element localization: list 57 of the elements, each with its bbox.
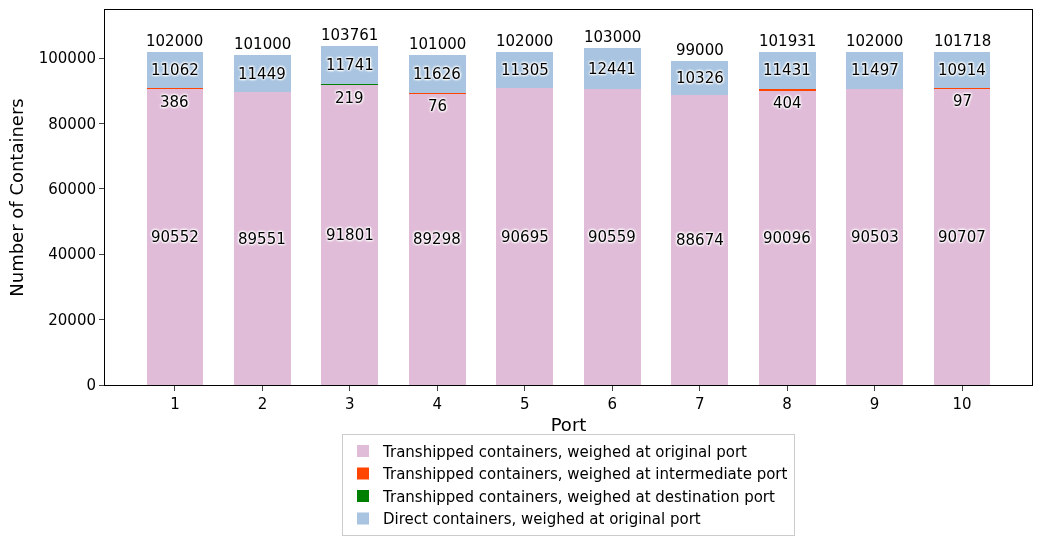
data-label: 90096	[763, 229, 811, 247]
data-label: 90707	[938, 228, 986, 246]
x-tick-label: 7	[694, 395, 705, 413]
data-label: 90552	[151, 228, 199, 246]
total-label: 99000	[676, 41, 724, 59]
data-label: 10914	[938, 61, 986, 79]
legend-label: Direct containers, weighed at original port	[383, 510, 701, 529]
total-label: 103761	[321, 26, 379, 44]
x-tick-label: 5	[520, 395, 530, 413]
total-label: 103000	[584, 28, 642, 46]
x-tick-label: 8	[782, 395, 792, 413]
total-label: 101000	[234, 35, 292, 53]
x-tick-label: 4	[432, 395, 443, 413]
data-label: 404	[773, 94, 802, 112]
data-label: 88674	[676, 231, 724, 249]
y-tick-label: 80000	[48, 114, 96, 133]
total-label: 102000	[496, 32, 554, 50]
total-label: 101931	[759, 32, 817, 50]
total-label: 101718	[934, 32, 992, 50]
y-tick-label: 0	[86, 376, 96, 395]
x-tick-label: 1	[170, 395, 180, 413]
data-label: 89551	[238, 230, 286, 248]
data-label: 76	[428, 97, 448, 115]
legend-label: Transhipped containers, weighed at intermediate port	[382, 465, 788, 484]
total-label: 101000	[409, 35, 467, 53]
x-axis-title: Port	[550, 414, 587, 436]
data-label: 91801	[326, 226, 374, 244]
x-tick-label: 6	[607, 395, 617, 413]
data-label: 11741	[326, 56, 374, 74]
total-label: 102000	[146, 32, 204, 50]
x-tick-label: 9	[869, 395, 880, 413]
y-tick-label: 100000	[38, 49, 96, 68]
data-label: 12441	[588, 60, 636, 78]
data-label: 90503	[851, 228, 899, 246]
y-tick-label: 40000	[48, 245, 96, 264]
data-label: 90695	[501, 228, 549, 246]
x-tick-label: 2	[257, 395, 268, 413]
data-label: 11431	[763, 61, 811, 79]
y-tick-label: 20000	[48, 310, 96, 329]
data-label: 97	[953, 92, 973, 110]
data-label: 11497	[851, 61, 899, 79]
y-axis-title: Number of Containers	[5, 98, 27, 297]
legend-label: Transhipped containers, weighed at original port	[382, 442, 748, 461]
data-label: 10326	[676, 69, 724, 87]
legend-label: Transhipped containers, weighed at destination port	[382, 487, 776, 506]
data-label: 219	[335, 89, 364, 107]
x-tick-label: 3	[345, 395, 355, 413]
data-label: 11062	[151, 61, 199, 79]
x-tick-label: 10	[952, 395, 972, 413]
data-label: 89298	[413, 230, 461, 248]
data-label: 11305	[501, 61, 549, 79]
data-label: 11449	[238, 65, 286, 83]
total-label: 102000	[846, 32, 904, 50]
data-label: 386	[160, 93, 189, 111]
y-tick-label: 60000	[48, 180, 96, 199]
data-label: 11626	[413, 65, 461, 83]
data-label: 90559	[588, 228, 636, 246]
